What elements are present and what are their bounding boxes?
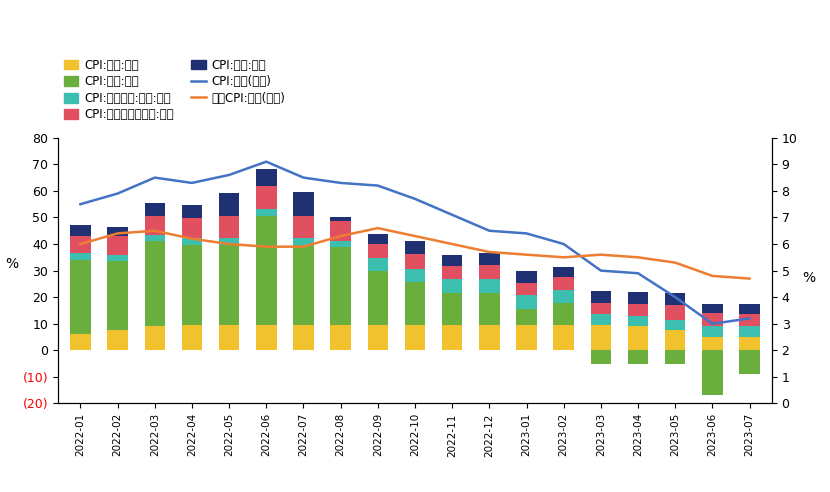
Bar — [71, 260, 90, 335]
Bar — [293, 245, 314, 325]
Bar — [71, 236, 90, 253]
Bar — [591, 350, 611, 364]
Bar — [702, 350, 723, 396]
Bar — [442, 279, 462, 293]
Bar — [144, 216, 165, 235]
Bar — [182, 245, 203, 325]
Bar — [144, 242, 165, 326]
Bar — [405, 325, 425, 350]
Bar — [219, 193, 239, 215]
Bar — [591, 303, 611, 314]
Bar — [256, 209, 276, 215]
Bar — [107, 261, 128, 331]
Bar — [554, 325, 574, 350]
Bar — [627, 292, 648, 304]
Bar — [702, 326, 723, 337]
Bar — [665, 293, 686, 305]
Bar — [71, 253, 90, 260]
Bar — [368, 244, 388, 258]
Y-axis label: %: % — [5, 257, 18, 271]
Bar — [740, 350, 759, 374]
Bar — [219, 215, 239, 238]
Bar — [479, 279, 500, 293]
Bar — [479, 325, 500, 350]
Bar — [182, 325, 203, 350]
Bar — [182, 205, 203, 218]
Legend: CPI:食品:同比, CPI:能源:同比, CPI:住房租金:季调:同比, CPI:其他商品与服务:同比, CPI:娱乐:同比, CPI:同比(右轴), 核心C: CPI:食品:同比, CPI:能源:同比, CPI:住房租金:季调:同比, CP… — [64, 59, 286, 121]
Bar — [405, 269, 425, 282]
Bar — [330, 241, 351, 247]
Bar — [71, 225, 90, 236]
Bar — [107, 236, 128, 255]
Bar — [256, 325, 276, 350]
Bar — [368, 258, 388, 272]
Bar — [554, 268, 574, 277]
Bar — [144, 203, 165, 216]
Bar — [107, 255, 128, 261]
Bar — [516, 325, 537, 350]
Bar — [293, 325, 314, 350]
Bar — [627, 350, 648, 364]
Bar — [665, 320, 686, 331]
Bar — [740, 314, 759, 326]
Bar — [740, 304, 759, 314]
Bar — [554, 303, 574, 325]
Bar — [330, 221, 351, 241]
Bar — [740, 326, 759, 337]
Bar — [442, 293, 462, 325]
Bar — [368, 272, 388, 325]
Bar — [405, 241, 425, 254]
Bar — [516, 283, 537, 295]
Bar — [368, 325, 388, 350]
Bar — [554, 290, 574, 303]
Bar — [256, 169, 276, 186]
Bar — [293, 192, 314, 215]
Bar — [665, 331, 686, 350]
Bar — [554, 277, 574, 290]
Bar — [665, 350, 686, 364]
Bar — [144, 326, 165, 350]
Bar — [219, 245, 239, 325]
Bar — [591, 314, 611, 325]
Bar — [516, 295, 537, 308]
Bar — [182, 218, 203, 238]
Bar — [591, 325, 611, 350]
Bar — [182, 238, 203, 245]
Bar — [293, 215, 314, 238]
Bar — [516, 308, 537, 325]
Bar — [627, 326, 648, 350]
Bar — [665, 305, 686, 320]
Bar — [479, 253, 500, 265]
Bar — [405, 282, 425, 325]
Bar — [702, 313, 723, 326]
Bar — [107, 331, 128, 350]
Bar — [293, 238, 314, 245]
Bar — [479, 265, 500, 279]
Bar — [256, 215, 276, 325]
Bar — [702, 337, 723, 350]
Bar — [516, 272, 537, 283]
Bar — [702, 304, 723, 313]
Bar — [627, 316, 648, 326]
Bar — [442, 255, 462, 266]
Bar — [71, 335, 90, 350]
Bar — [219, 325, 239, 350]
Bar — [330, 217, 351, 221]
Bar — [442, 325, 462, 350]
Bar — [740, 337, 759, 350]
Bar — [330, 325, 351, 350]
Bar — [107, 227, 128, 236]
Bar — [479, 293, 500, 325]
Bar — [256, 186, 276, 209]
Bar — [627, 304, 648, 316]
Bar — [144, 235, 165, 242]
Bar — [405, 254, 425, 269]
Bar — [219, 238, 239, 245]
Bar — [330, 247, 351, 325]
Bar — [368, 234, 388, 244]
Bar — [591, 291, 611, 303]
Y-axis label: %: % — [802, 271, 815, 284]
Bar — [442, 266, 462, 279]
